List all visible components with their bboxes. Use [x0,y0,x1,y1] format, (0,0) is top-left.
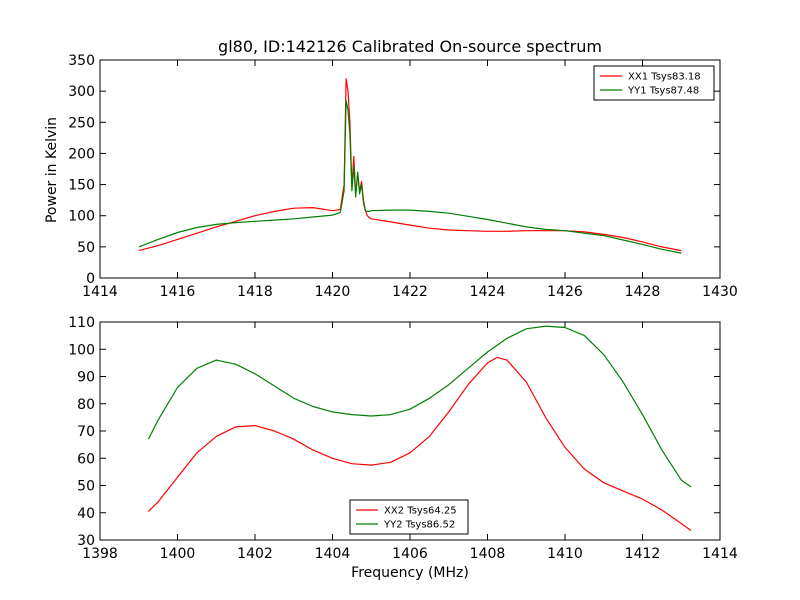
x-tick-label: 1424 [470,284,506,300]
x-tick-label: 1400 [160,546,196,562]
y-tick-label: 60 [77,451,95,467]
y-tick-label: 0 [86,271,95,287]
x-tick-label: 1420 [315,284,351,300]
y-tick-label: 90 [77,370,95,386]
legend-label: XX1 Tsys83.18 [628,72,701,83]
lower-panel: 1398 1400 1402 1404 1406 1408 1410 1412 1414 30 40… [68,315,738,562]
legend-box [593,65,715,101]
y-tick-label: 250 [68,115,95,131]
y-tick-label: 30 [77,533,95,549]
y-tick-label: 100 [68,342,95,358]
y-tick-label: 110 [68,315,95,331]
series-line-xx2 [147,356,692,531]
x-tick-label: 1406 [392,546,428,562]
legend-label: XX2 Tsys64.25 [384,506,457,517]
legend-label: YY2 Tsys86.52 [383,520,455,531]
x-tick-label: 1418 [237,284,273,300]
x-tick-label: 1402 [237,546,273,562]
y-tick-label: 50 [77,479,95,495]
series-line-xx1 [138,78,682,252]
x-tick-label: 1410 [547,546,583,562]
x-tick-label: 1414 [702,546,738,562]
x-tick-label: 1398 [82,546,118,562]
x-tick-label: 1416 [160,284,196,300]
x-tick-label: 1414 [82,284,118,300]
y-tick-label: 200 [68,146,95,162]
x-tick-label: 1412 [625,546,661,562]
y-tick-label: 350 [68,53,95,69]
x-tick-label: 1404 [315,546,351,562]
legend-label: YY1 Tsys87.48 [627,86,699,97]
x-tick-label: 1426 [547,284,583,300]
series-line-yy2 [147,325,692,488]
upper-panel: 1414 1416 1418 1420 1422 1424 1426 1428 1430 0 50 1… [68,53,738,300]
series-line-yy1 [138,99,682,254]
y-tick-label: 40 [77,506,95,522]
legend: XX1 Tsys83.18 YY1 Tsys87.48 [593,65,715,101]
y-tick-label: 300 [68,84,95,100]
x-axis-label: Frequency (MHz) [351,565,469,581]
y-axis-label: Power in Kelvin [44,117,60,223]
x-tick-label: 1408 [470,546,506,562]
x-tick-label: 1430 [702,284,738,300]
y-tick-label: 50 [77,240,95,256]
chart-title: gl80, ID:142126 Calibrated On-source spe… [218,37,602,56]
legend-box [349,499,469,535]
x-tick-label: 1422 [392,284,428,300]
y-tick-label: 70 [77,424,95,440]
legend: XX2 Tsys64.25 YY2 Tsys86.52 [349,499,469,535]
y-tick-label: 100 [68,209,95,225]
y-tick-label: 80 [77,397,95,413]
y-tick-label: 150 [68,178,95,194]
x-tick-label: 1428 [625,284,661,300]
